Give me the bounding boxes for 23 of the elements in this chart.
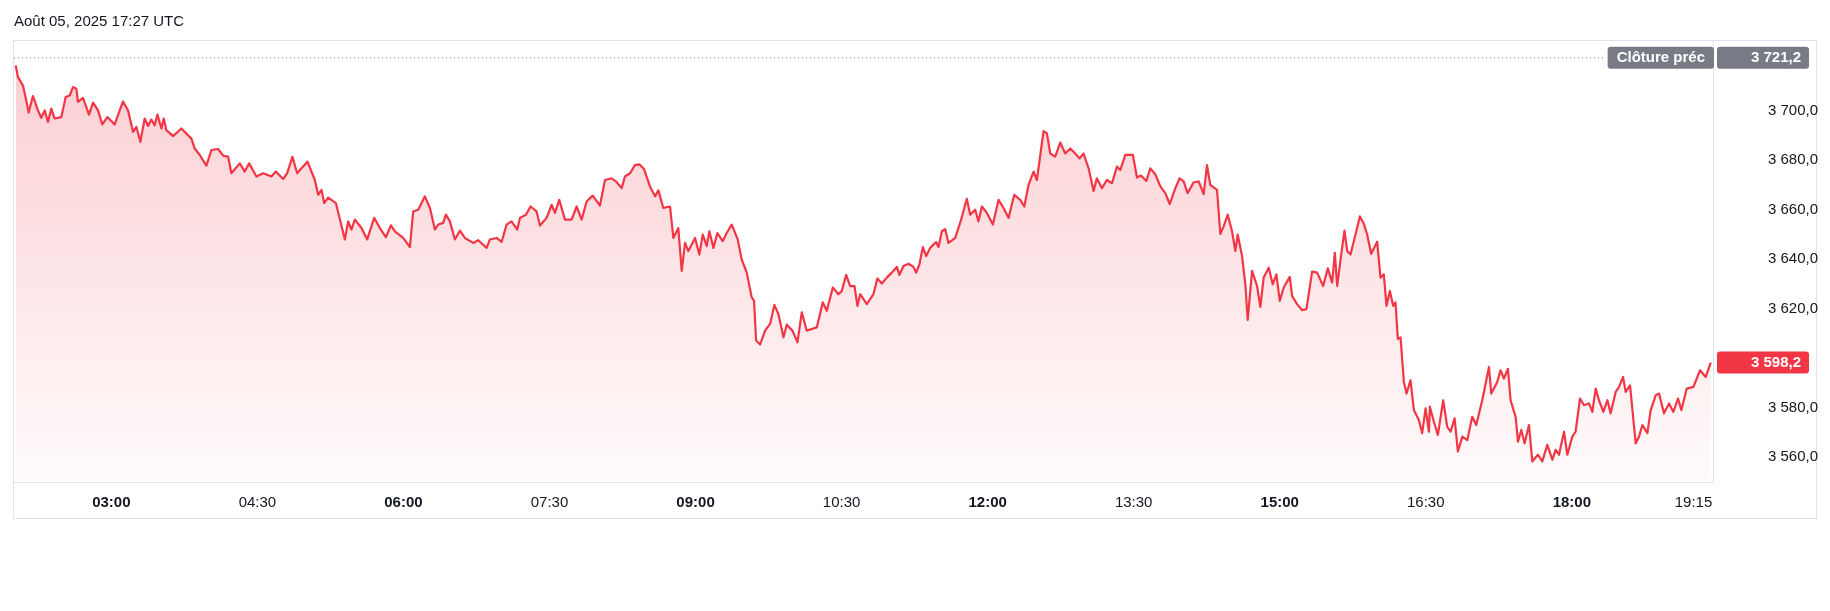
annotation: 3 598,2 (1750, 352, 1801, 370)
x-tick-label: 12:00 (968, 493, 1007, 511)
y-tick-label: 3 560,0 (1767, 447, 1818, 465)
x-tick-label: 04:30 (238, 493, 277, 511)
x-tick-label: 06:00 (384, 493, 423, 511)
ref-line-label: Clôture préc (1616, 47, 1705, 65)
x-tick-label: 07:30 (530, 493, 569, 511)
x-tick-label: 03:00 (92, 493, 131, 511)
x-tick-label: 19:15 (1674, 493, 1713, 511)
x-tick-label: 10:30 (822, 493, 861, 511)
y-tick-label: 3 660,0 (1767, 199, 1818, 217)
text: 3 721,2 (1750, 47, 1801, 65)
y-tick-label: 3 680,0 (1767, 150, 1818, 168)
chart-title: Août 05, 2025 17:27 UTC (14, 12, 185, 29)
y-tick-label: 3 700,0 (1767, 100, 1818, 118)
x-tick-label: 13:30 (1114, 493, 1153, 511)
x-tick-label: 16:30 (1407, 493, 1445, 511)
x-tick-label: 15:00 (1260, 493, 1299, 511)
y-tick-label: 3 580,0 (1767, 397, 1818, 415)
y-tick-label: 3 620,0 (1767, 298, 1818, 316)
x-tick-label: 09:00 (676, 493, 715, 511)
y-tick-label: 3 640,0 (1767, 249, 1818, 267)
x-tick-label: 18:00 (1552, 493, 1592, 511)
